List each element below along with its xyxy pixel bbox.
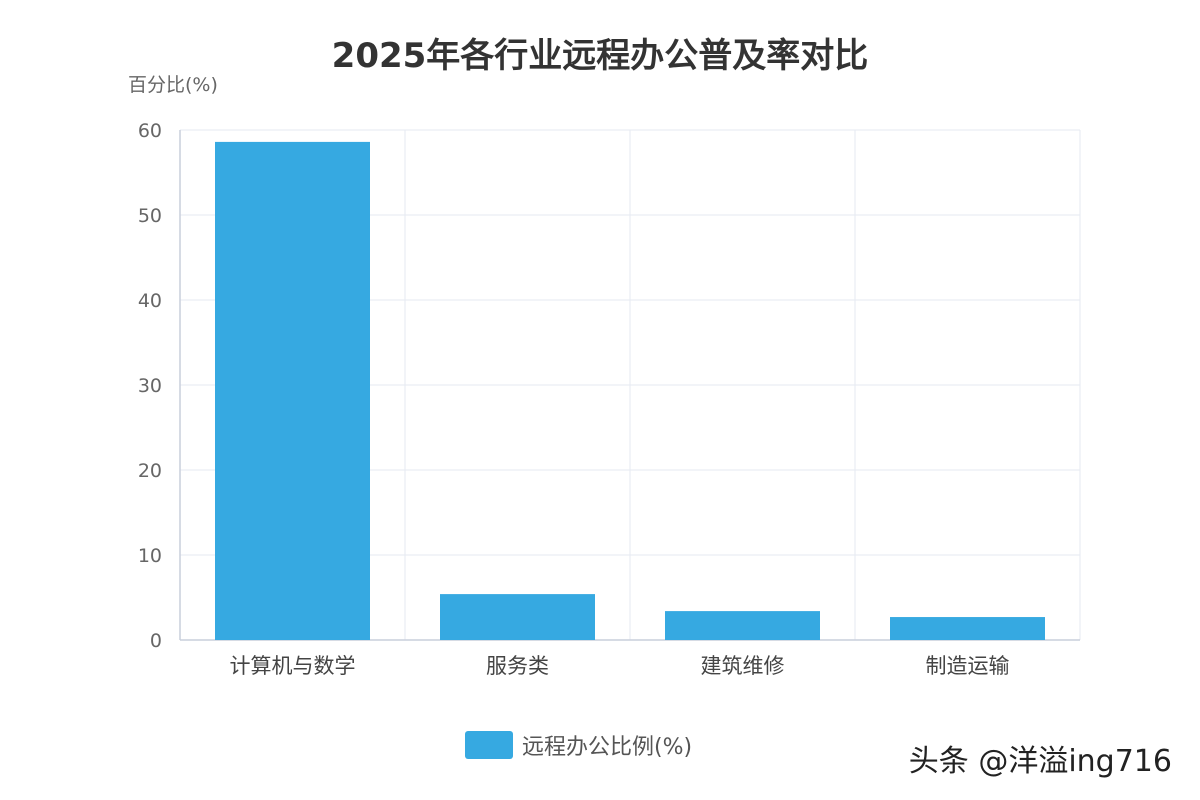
legend: 远程办公比例(%) [465,731,692,760]
chart-title: 2025年各行业远程办公普及率对比 [332,36,869,76]
y-tick-label-1: 10 [138,545,162,567]
y-tick-label-4: 40 [138,290,162,312]
x-tick-label-3: 制造运输 [926,654,1010,678]
bar-2 [665,611,820,640]
y-tick-label-2: 20 [138,460,162,482]
legend-label: 远程办公比例(%) [522,735,692,760]
y-tick-label-3: 30 [138,375,162,397]
y-axis-title: 百分比(%) [128,74,218,96]
y-tick-labels: 0 10 20 30 40 50 60 [138,120,162,652]
bars [215,141,1045,640]
y-tick-label-0: 0 [150,630,162,652]
x-tick-label-2: 建筑维修 [701,654,785,678]
y-tick-label-6: 60 [138,120,162,142]
x-tick-label-0: 计算机与数学 [230,654,356,678]
watermark-text: 头条 @洋溢ing716 [909,744,1172,779]
x-tick-labels: 计算机与数学 服务类 建筑维修 制造运输 [230,654,1010,678]
x-tick-label-1: 服务类 [486,654,549,678]
bar-3 [890,617,1045,640]
bar-1 [440,594,595,640]
bar-0 [215,141,370,640]
y-tick-label-5: 50 [138,205,162,227]
legend-swatch [465,731,513,759]
